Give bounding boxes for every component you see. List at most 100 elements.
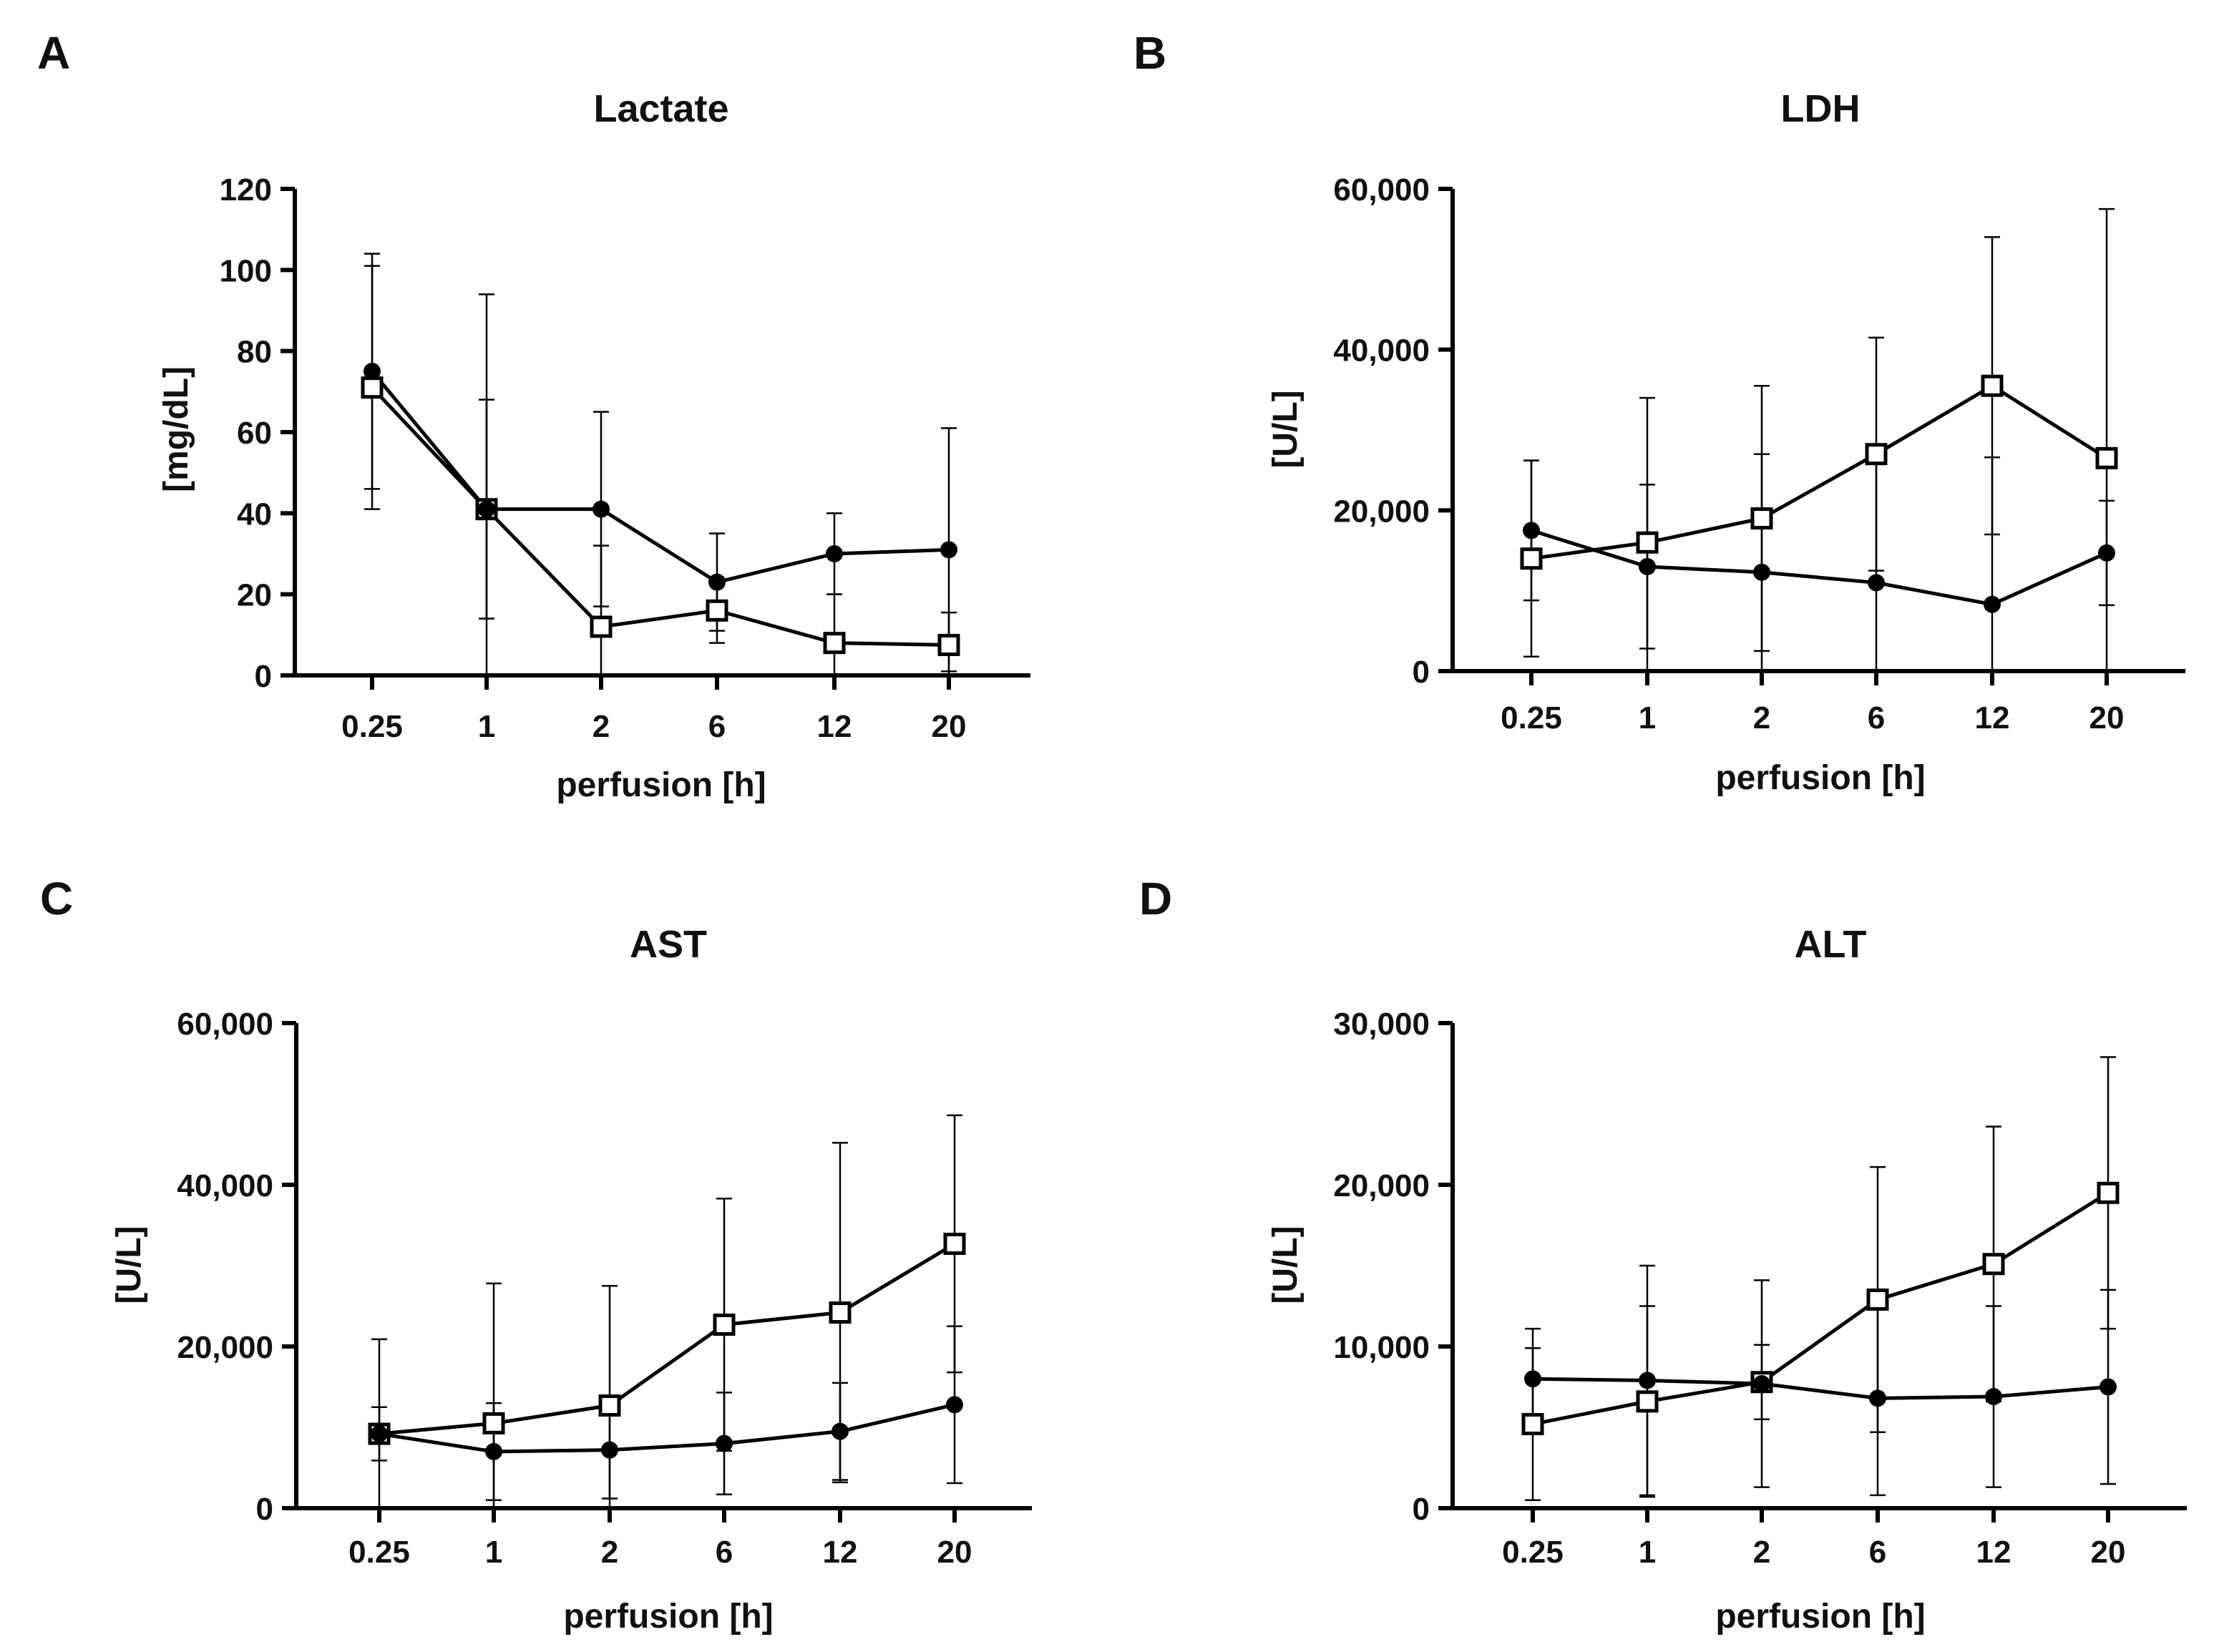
series-line xyxy=(1532,1191,2110,1426)
data-point-circle xyxy=(601,1441,618,1459)
y-tick-label: 20,000 xyxy=(1333,494,1430,529)
y-tick-label: 20,000 xyxy=(1333,1168,1430,1203)
x-tick-label: 0.25 xyxy=(1501,700,1562,735)
data-point-circle xyxy=(478,500,495,518)
y-tick-label: 0 xyxy=(256,1492,273,1527)
y-tick-label: 0 xyxy=(1413,1492,1430,1527)
series-line xyxy=(379,1242,956,1436)
y-axis-label: [U/L] xyxy=(110,1226,148,1304)
x-axis-label: perfusion [h] xyxy=(1715,759,1925,797)
panel-letter: D xyxy=(1139,873,1172,924)
data-point-circle xyxy=(485,1442,502,1460)
x-tick-label: 1 xyxy=(1639,700,1656,735)
data-point-square xyxy=(1520,547,1543,570)
series-line xyxy=(379,1402,955,1454)
data-point-square xyxy=(1750,507,1773,530)
x-tick-label: 2 xyxy=(1753,700,1770,735)
x-tick-label: 12 xyxy=(1976,1535,2011,1570)
data-point-circle xyxy=(708,573,726,591)
chart-title: Lactate xyxy=(593,87,728,130)
data-point-square xyxy=(943,1232,966,1255)
data-point-square xyxy=(829,1301,852,1324)
y-tick-label: 40,000 xyxy=(177,1168,273,1203)
data-point-circle xyxy=(1523,522,1540,539)
x-tick-label: 20 xyxy=(2091,1535,2126,1570)
data-point-square xyxy=(1866,1288,1889,1311)
panel-c: C AST perfusion [h] [U/L] 0 20,000 40,000 6… xyxy=(40,873,1032,1636)
data-point-square xyxy=(482,1412,505,1434)
y-tick-label: 30,000 xyxy=(1333,1007,1430,1042)
y-tick-label: 20,000 xyxy=(177,1330,273,1365)
x-tick-label: 6 xyxy=(1868,700,1885,735)
series-line xyxy=(1532,1377,2109,1400)
x-tick-label: 20 xyxy=(932,709,967,744)
x-axis-label: perfusion [h] xyxy=(563,1598,773,1636)
data-point-circle xyxy=(1985,1388,2002,1406)
chart-title: ALT xyxy=(1795,923,1867,966)
x-tick-label: 2 xyxy=(601,1535,618,1570)
data-point-circle xyxy=(1753,563,1770,581)
x-tick-label: 6 xyxy=(1869,1535,1886,1570)
series-line xyxy=(371,370,950,585)
data-point-circle xyxy=(1524,1370,1541,1388)
x-tick-label: 20 xyxy=(937,1535,972,1570)
data-point-circle xyxy=(592,500,610,518)
x-tick-label: 2 xyxy=(1753,1535,1770,1570)
y-tick-label: 10,000 xyxy=(1333,1330,1430,1365)
data-point-circle xyxy=(832,1422,849,1440)
data-point-square xyxy=(937,634,960,656)
y-tick-label: 20 xyxy=(237,578,272,613)
data-point-square xyxy=(2097,1181,2120,1204)
x-tick-label: 0.25 xyxy=(341,709,403,744)
x-tick-label: 1 xyxy=(485,1535,502,1570)
x-axis-label: perfusion [h] xyxy=(556,766,766,804)
data-point-circle xyxy=(2098,544,2115,562)
x-tick-label: 1 xyxy=(478,709,495,744)
x-tick-label: 12 xyxy=(817,709,852,744)
data-point-circle xyxy=(1869,1389,1886,1407)
data-point-square xyxy=(1521,1412,1544,1435)
data-point-square xyxy=(1636,1390,1659,1413)
x-tick-label: 12 xyxy=(823,1535,858,1570)
x-tick-label: 6 xyxy=(708,709,726,744)
data-point-square xyxy=(361,376,384,399)
x-tick-label: 6 xyxy=(716,1535,733,1570)
data-point-square xyxy=(590,615,613,638)
series-line xyxy=(1531,383,2108,561)
data-point-circle xyxy=(946,1396,963,1414)
y-tick-label: 60 xyxy=(237,416,272,451)
series-line xyxy=(1531,529,2108,607)
y-tick-label: 0 xyxy=(1413,655,1430,690)
data-point-circle xyxy=(1639,557,1656,575)
y-axis-label: [mg/dL] xyxy=(157,366,195,492)
y-tick-label: 40 xyxy=(237,497,272,532)
data-point-square xyxy=(706,599,728,622)
data-point-square xyxy=(1981,374,2004,397)
panel-d: D ALT perfusion [h] [U/L] 0 10,000 20,000 3… xyxy=(1139,873,2187,1636)
panel-letter: A xyxy=(37,27,70,79)
data-point-circle xyxy=(1984,595,2001,613)
x-tick-label: 0.25 xyxy=(348,1535,410,1570)
y-tick-label: 40,000 xyxy=(1333,333,1430,368)
data-point-square xyxy=(598,1394,621,1417)
y-tick-label: 80 xyxy=(237,335,272,370)
panel-letter: B xyxy=(1133,27,1166,79)
data-point-square xyxy=(2095,446,2118,469)
data-point-square xyxy=(1636,531,1659,554)
data-point-circle xyxy=(1753,1374,1770,1392)
y-tick-label: 60,000 xyxy=(177,1007,273,1042)
panel-letter: C xyxy=(40,873,73,924)
data-point-square xyxy=(1865,443,1888,466)
data-point-circle xyxy=(716,1434,733,1452)
y-tick-label: 120 xyxy=(220,172,272,207)
y-axis-label: [U/L] xyxy=(1267,1226,1304,1304)
y-tick-label: 0 xyxy=(255,659,272,694)
panel-a: A Lactate perfusion [h] [mg/dL] 0 20 40 60 8… xyxy=(37,27,1030,804)
y-axis-label: [U/L] xyxy=(1267,390,1304,468)
data-point-square xyxy=(1982,1253,2005,1276)
x-tick-label: 12 xyxy=(1975,700,2010,735)
panel-b: B LDH perfusion [h] [U/L] 0 20,000 40,000 6… xyxy=(1133,27,2185,797)
series-line xyxy=(371,386,950,647)
data-point-circle xyxy=(2100,1378,2117,1396)
x-tick-label: 1 xyxy=(1639,1535,1656,1570)
